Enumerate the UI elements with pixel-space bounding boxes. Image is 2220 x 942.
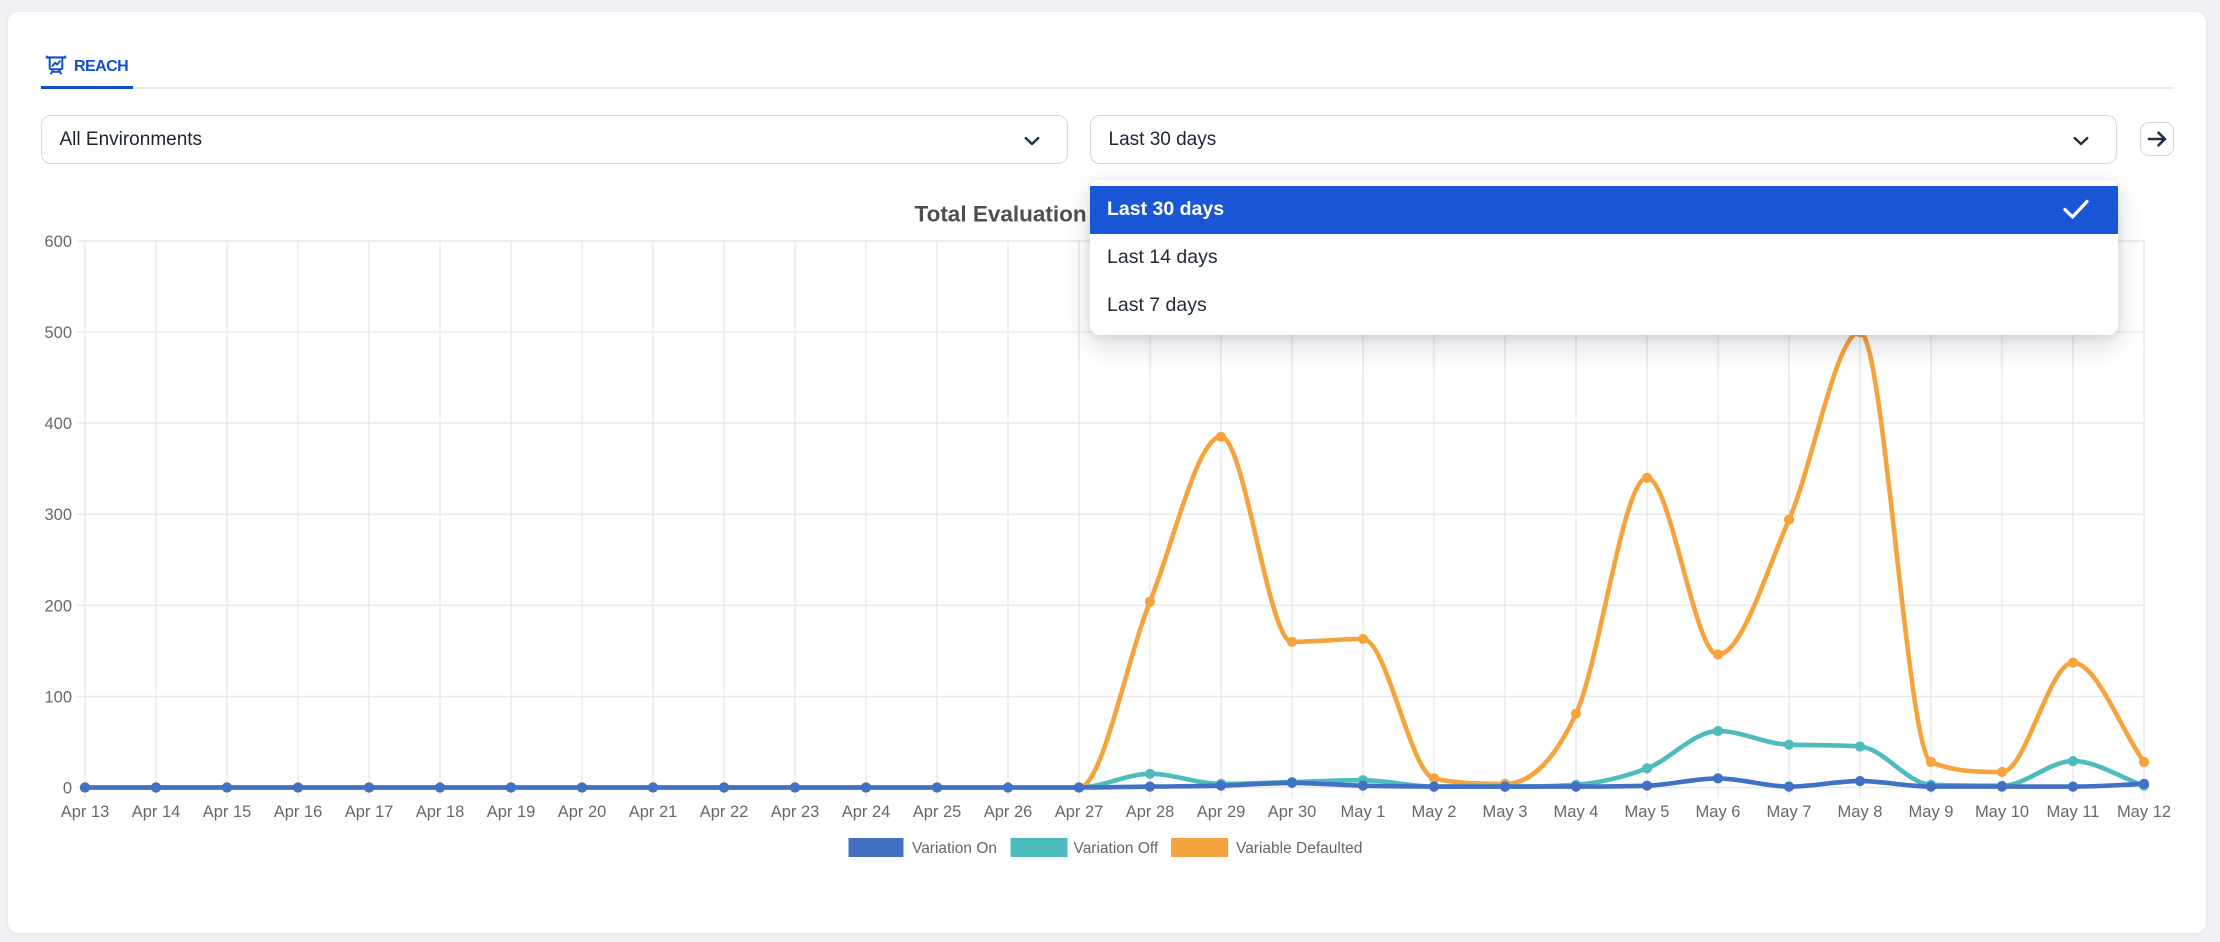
svg-text:Apr 25: Apr 25: [913, 803, 962, 821]
svg-text:Variation Off: Variation Off: [1074, 840, 1159, 857]
svg-text:Variation On: Variation On: [912, 840, 997, 857]
svg-text:Apr 13: Apr 13: [61, 803, 110, 821]
svg-text:May 3: May 3: [1483, 803, 1528, 821]
svg-text:Apr 14: Apr 14: [132, 803, 181, 821]
svg-text:Total Evaluation: Total Evaluation: [915, 202, 1087, 227]
svg-text:May 4: May 4: [1554, 803, 1599, 821]
svg-text:Variable Defaulted: Variable Defaulted: [1236, 840, 1362, 857]
svg-text:May 2: May 2: [1412, 803, 1457, 821]
svg-text:May 10: May 10: [1975, 803, 2029, 821]
svg-text:300: 300: [44, 506, 72, 524]
svg-text:Apr 29: Apr 29: [1197, 803, 1246, 821]
svg-text:100: 100: [44, 688, 72, 706]
svg-text:Apr 24: Apr 24: [842, 803, 891, 821]
svg-text:Apr 22: Apr 22: [700, 803, 749, 821]
svg-text:Apr 27: Apr 27: [1055, 803, 1104, 821]
svg-text:Apr 19: Apr 19: [487, 803, 536, 821]
svg-text:May 1: May 1: [1341, 803, 1386, 821]
svg-text:Apr 30: Apr 30: [1268, 803, 1317, 821]
svg-text:Apr 21: Apr 21: [629, 803, 678, 821]
svg-text:0: 0: [63, 780, 72, 798]
svg-text:Apr 20: Apr 20: [558, 803, 607, 821]
svg-text:600: 600: [44, 233, 72, 251]
svg-text:Apr 15: Apr 15: [203, 803, 252, 821]
svg-text:500: 500: [44, 324, 72, 342]
svg-text:400: 400: [44, 415, 72, 433]
svg-text:Apr 16: Apr 16: [274, 803, 323, 821]
svg-text:Apr 23: Apr 23: [771, 803, 820, 821]
svg-text:May 7: May 7: [1767, 803, 1812, 821]
svg-text:May 8: May 8: [1838, 803, 1883, 821]
svg-text:Apr 18: Apr 18: [416, 803, 465, 821]
svg-text:Apr 26: Apr 26: [984, 803, 1033, 821]
svg-text:May 12: May 12: [2117, 803, 2171, 821]
svg-text:May 6: May 6: [1696, 803, 1741, 821]
svg-text:Apr 28: Apr 28: [1126, 803, 1175, 821]
svg-text:May 11: May 11: [2047, 803, 2100, 821]
svg-text:May 5: May 5: [1625, 803, 1670, 821]
svg-text:May 9: May 9: [1909, 803, 1954, 821]
svg-text:200: 200: [44, 597, 72, 615]
svg-text:Apr 17: Apr 17: [345, 803, 394, 821]
